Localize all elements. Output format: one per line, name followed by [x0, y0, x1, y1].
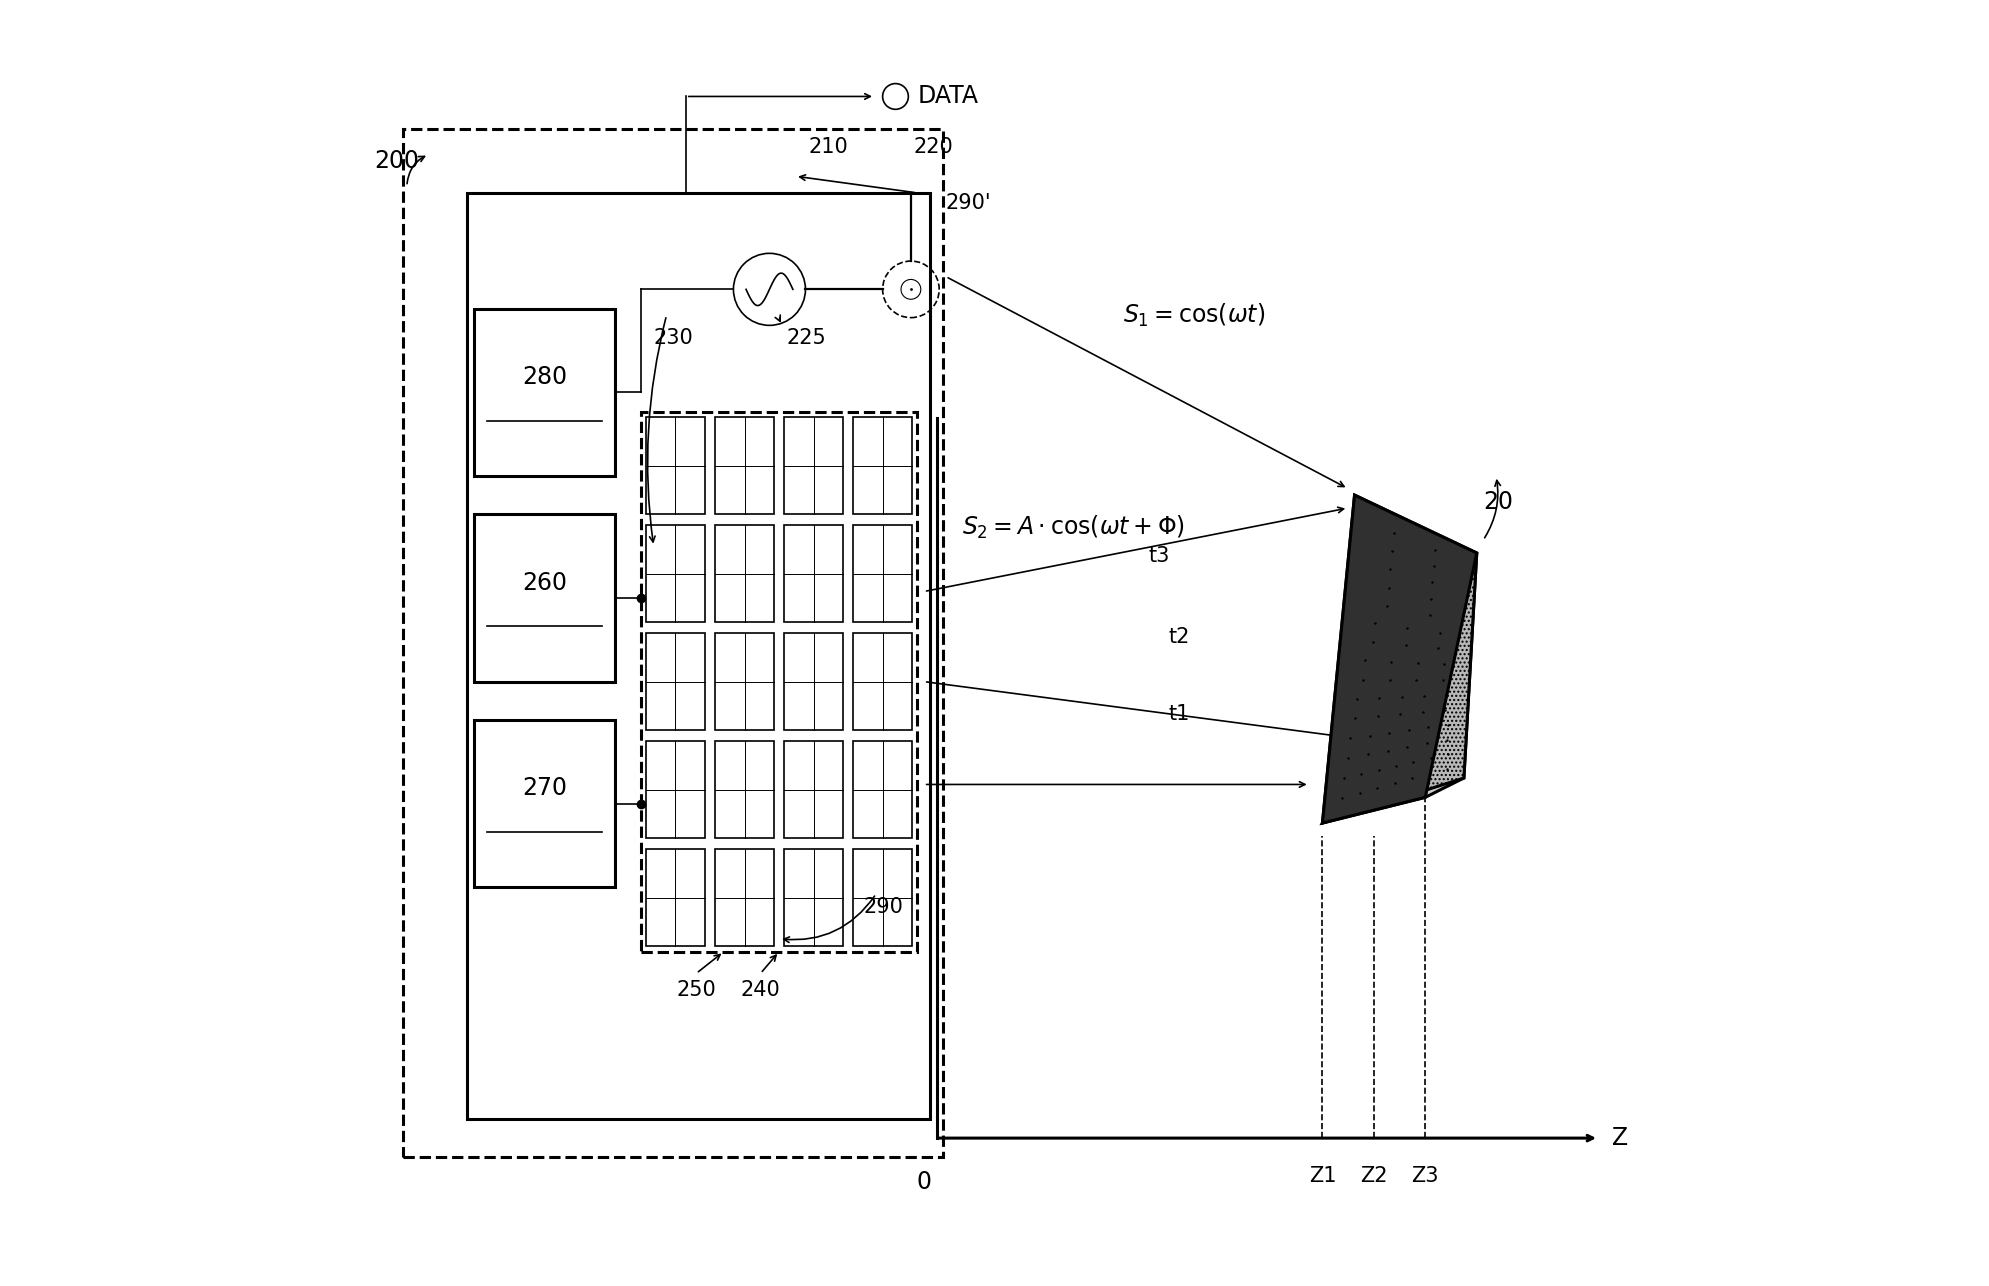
Bar: [853, 741, 913, 838]
Text: 250: 250: [676, 980, 716, 1001]
Text: 20: 20: [1484, 490, 1514, 513]
Bar: [784, 417, 843, 514]
Text: t2: t2: [1168, 626, 1189, 647]
Text: 0: 0: [917, 1170, 931, 1195]
Bar: [853, 525, 913, 622]
Text: DATA: DATA: [917, 85, 979, 108]
Bar: [716, 633, 774, 730]
Bar: [473, 720, 615, 887]
Bar: [473, 514, 615, 682]
Text: 240: 240: [740, 980, 780, 1001]
Text: 270: 270: [521, 777, 567, 800]
Bar: [784, 849, 843, 946]
Text: Z3: Z3: [1412, 1166, 1440, 1187]
Bar: [716, 741, 774, 838]
Text: t1: t1: [1168, 703, 1189, 724]
Text: t3: t3: [1150, 545, 1170, 566]
Bar: [853, 633, 913, 730]
Bar: [784, 633, 843, 730]
Bar: [716, 849, 774, 946]
Polygon shape: [1323, 553, 1476, 823]
Text: 280: 280: [521, 365, 567, 388]
Text: 290: 290: [863, 896, 903, 917]
Bar: [784, 741, 843, 838]
Text: 200: 200: [374, 149, 420, 172]
Bar: [404, 129, 943, 1157]
Bar: [473, 309, 615, 476]
Bar: [646, 633, 704, 730]
Text: 210: 210: [808, 136, 847, 157]
Text: $S_2= A \cdot \cos(\omega t + \Phi)$: $S_2= A \cdot \cos(\omega t + \Phi)$: [963, 513, 1185, 541]
Bar: [716, 525, 774, 622]
Text: Z2: Z2: [1360, 1166, 1388, 1187]
Bar: [716, 417, 774, 514]
Text: 290': 290': [945, 193, 991, 213]
Bar: [646, 417, 704, 514]
Text: 260: 260: [521, 571, 567, 594]
Bar: [853, 849, 913, 946]
Bar: [646, 525, 704, 622]
Text: 220: 220: [913, 136, 953, 157]
Bar: [853, 417, 913, 514]
Bar: [467, 193, 931, 1119]
Text: 225: 225: [786, 328, 825, 349]
Bar: [640, 412, 917, 952]
Bar: [646, 741, 704, 838]
Bar: [646, 849, 704, 946]
Bar: [784, 525, 843, 622]
Text: Z1: Z1: [1309, 1166, 1337, 1187]
Polygon shape: [1323, 495, 1476, 823]
Text: 230: 230: [654, 328, 694, 349]
Polygon shape: [1323, 495, 1476, 823]
Text: Z: Z: [1611, 1127, 1627, 1150]
Text: $S_1= \cos(\omega t)$: $S_1= \cos(\omega t)$: [1124, 301, 1265, 329]
